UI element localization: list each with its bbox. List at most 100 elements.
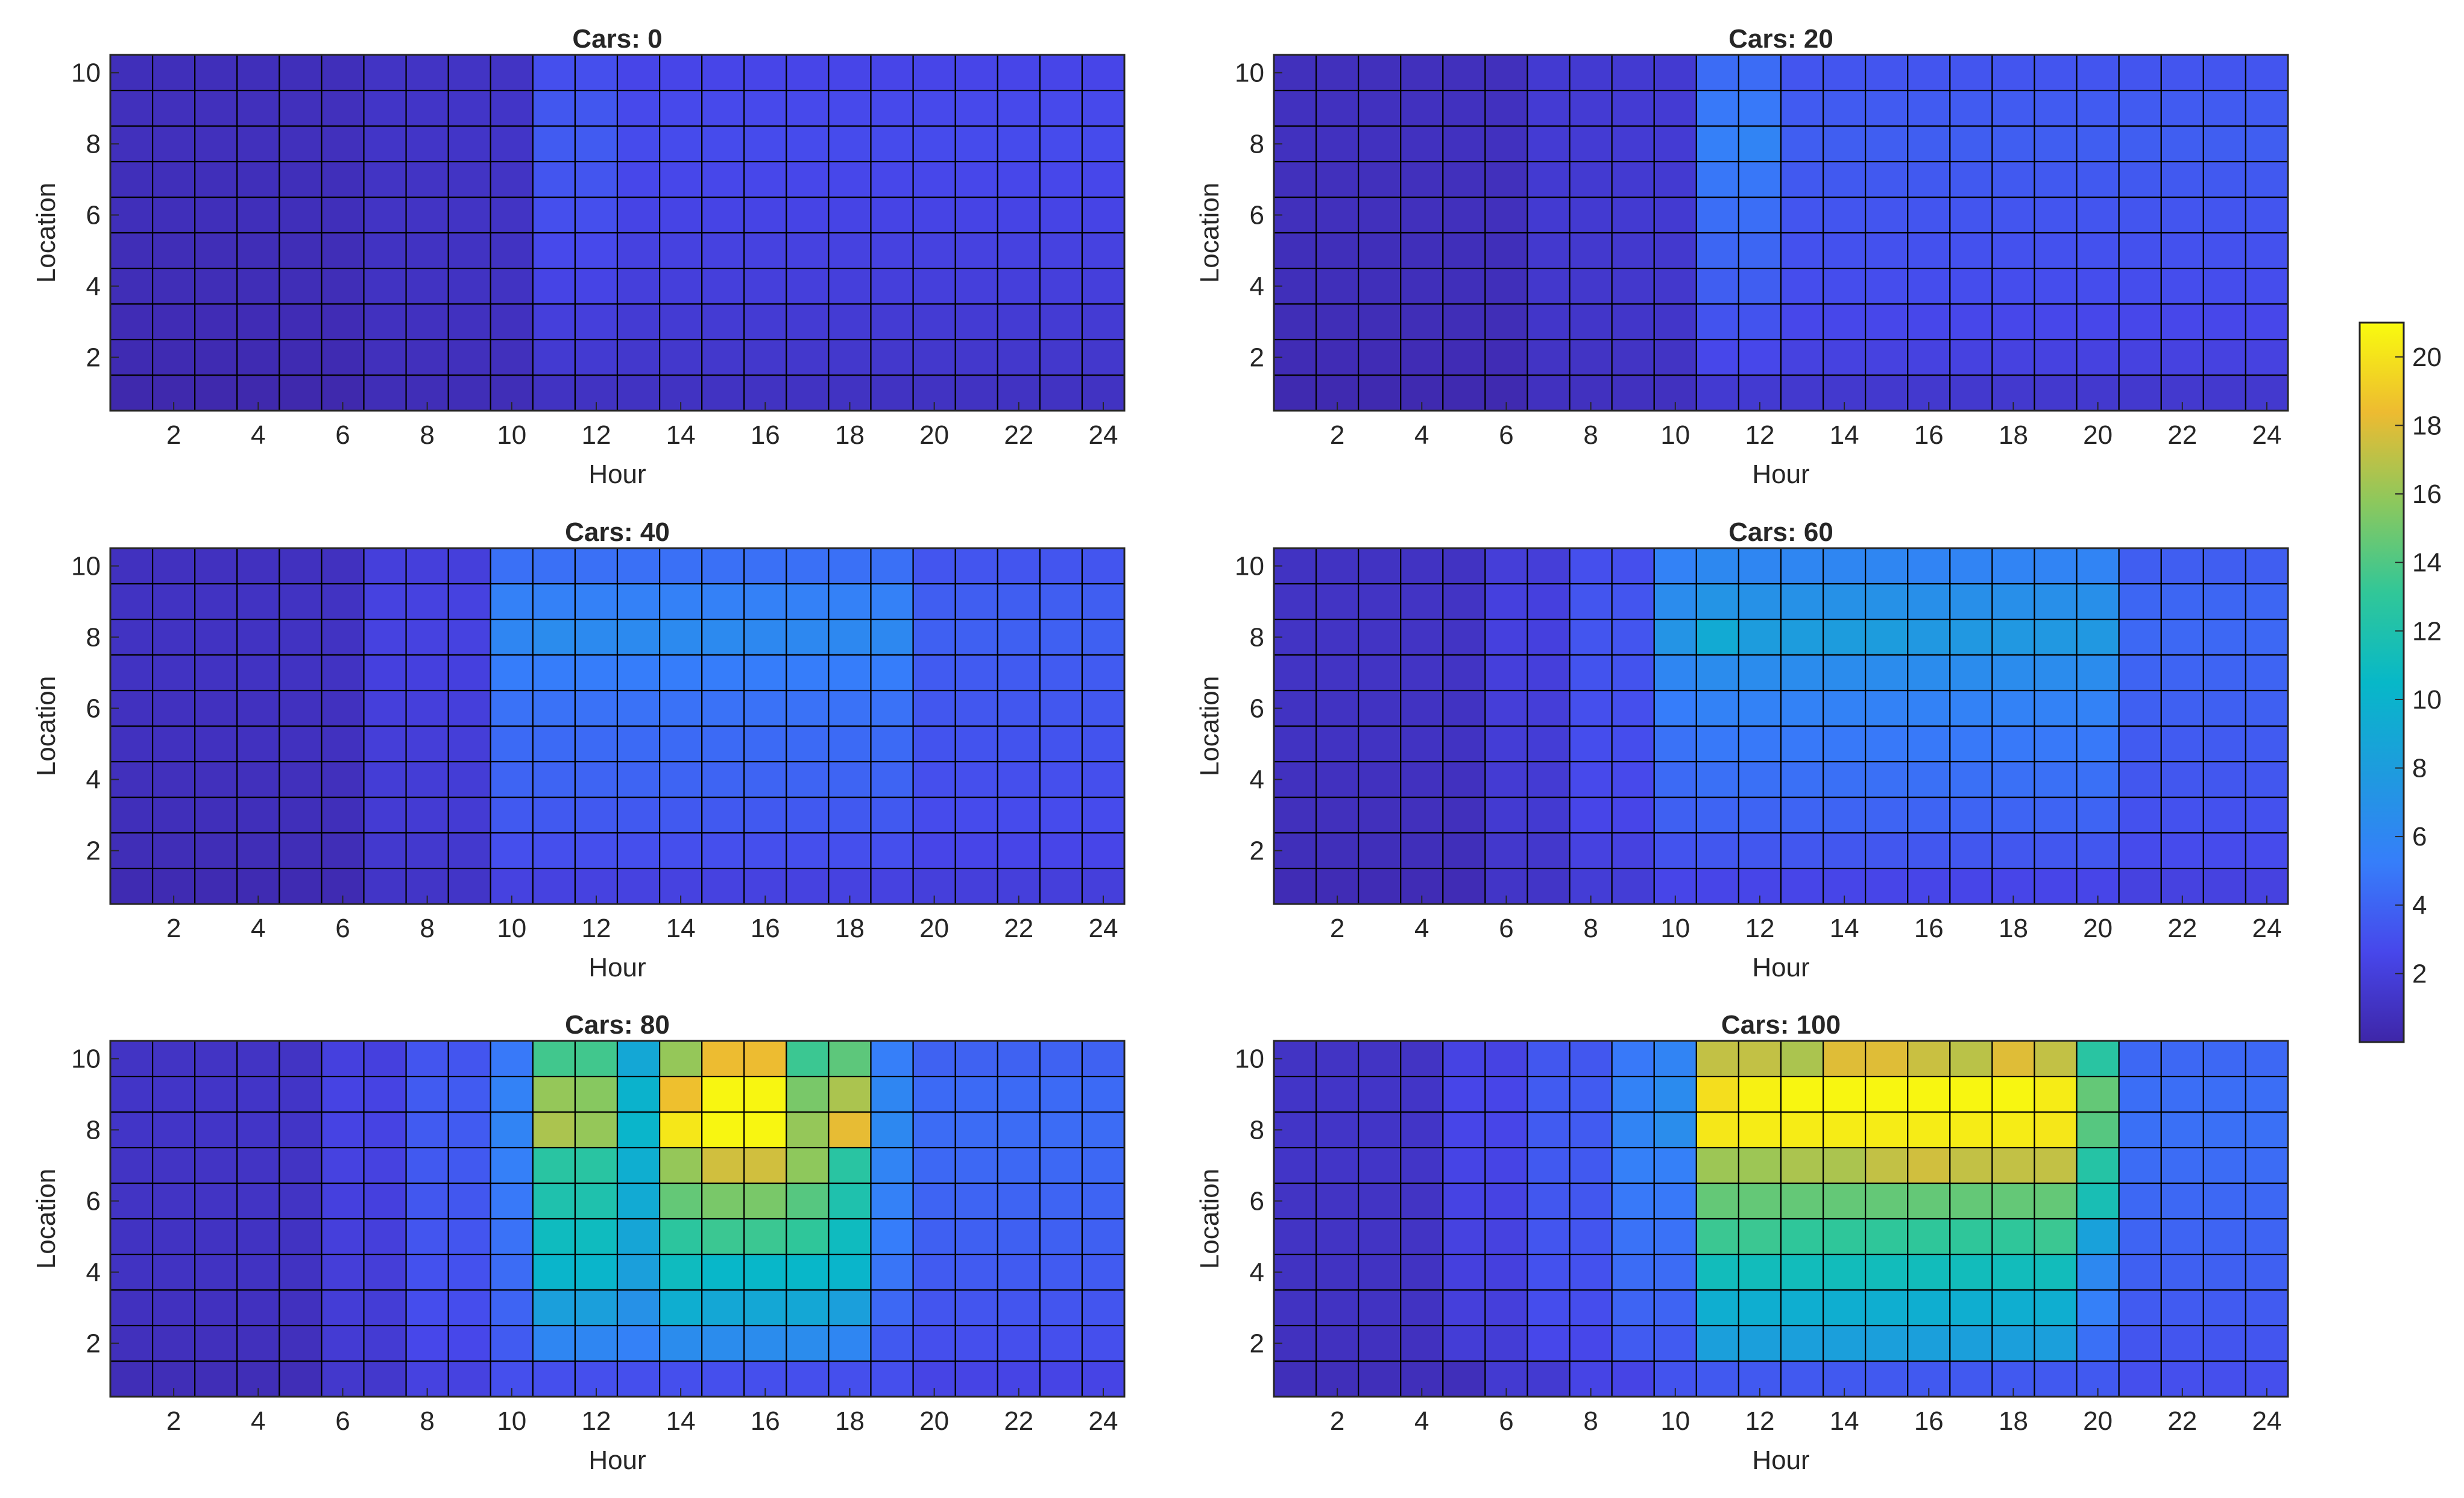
heatmap-cell bbox=[279, 160, 323, 198]
heatmap-cell bbox=[616, 583, 661, 621]
y-tick-label: 6 bbox=[86, 1187, 101, 1216]
heatmap-cell bbox=[743, 760, 787, 798]
heatmap-cell bbox=[954, 796, 998, 834]
heatmap-cell bbox=[1527, 1182, 1571, 1220]
heatmap-cell bbox=[1949, 1111, 1993, 1149]
colorbar-tick-label: 14 bbox=[2412, 548, 2442, 578]
heatmap-cell bbox=[1569, 303, 1613, 341]
heatmap-cell bbox=[1653, 547, 1697, 585]
heatmap-cell bbox=[2076, 1289, 2120, 1327]
heatmap-cell bbox=[2118, 89, 2162, 127]
plot-frame bbox=[109, 547, 1126, 905]
heatmap-cell bbox=[1907, 725, 1951, 763]
heatmap-cell bbox=[1039, 725, 1083, 763]
heatmap-cell bbox=[1780, 303, 1824, 341]
heatmap-cell bbox=[828, 583, 872, 621]
heatmap-cell bbox=[1611, 267, 1655, 305]
x-axis-label: Hour bbox=[1752, 460, 1809, 489]
heatmap-cell bbox=[701, 125, 745, 163]
heatmap-cell bbox=[616, 1146, 661, 1184]
y-axis-label: Location bbox=[31, 676, 61, 776]
heatmap-cell bbox=[363, 618, 407, 656]
heatmap-cell bbox=[1315, 547, 1360, 585]
x-axis-label: Hour bbox=[588, 953, 646, 982]
x-tick-label: 10 bbox=[1660, 914, 1690, 943]
heatmap-cell bbox=[109, 232, 154, 270]
heatmap-cell bbox=[786, 796, 830, 834]
heatmap-cell bbox=[1081, 1040, 1126, 1078]
heatmap-cell bbox=[1569, 125, 1613, 163]
y-tick-label: 8 bbox=[1250, 623, 1264, 653]
heatmap-cell bbox=[1484, 547, 1528, 585]
heatmap-cell bbox=[490, 160, 534, 198]
x-tick-label: 12 bbox=[1745, 420, 1774, 450]
heatmap-cell bbox=[1315, 1075, 1360, 1113]
x-tick-label: 8 bbox=[1583, 420, 1598, 450]
heatmap-cell bbox=[151, 1111, 196, 1149]
heatmap-cell bbox=[997, 583, 1041, 621]
heatmap-cell bbox=[1991, 303, 2035, 341]
heatmap-cell bbox=[1611, 867, 1655, 905]
x-tick-label: 8 bbox=[1583, 914, 1598, 943]
heatmap-cell bbox=[1949, 1146, 1993, 1184]
heatmap-cell bbox=[997, 1324, 1041, 1362]
heatmap-cell bbox=[1039, 867, 1083, 905]
heatmap-cell bbox=[1991, 338, 2035, 376]
heatmap-cell bbox=[1442, 196, 1486, 234]
heatmap-cell bbox=[1907, 1182, 1951, 1220]
heatmap-cell bbox=[786, 1360, 830, 1398]
heatmap-cell bbox=[1653, 1040, 1697, 1078]
heatmap-cell bbox=[236, 1324, 280, 1362]
heatmap-cell bbox=[447, 832, 491, 870]
heatmap-cell bbox=[279, 725, 323, 763]
heatmap-panel-1: Cars: 202 4 6 8 10 12 14 16 18 20 22 24246810HourLo… bbox=[1195, 24, 2289, 489]
heatmap-cell bbox=[828, 54, 872, 92]
heatmap-cell bbox=[1569, 1040, 1613, 1078]
heatmap-cell bbox=[616, 1075, 661, 1113]
heatmap-cell bbox=[151, 760, 196, 798]
heatmap-cell bbox=[1653, 1182, 1697, 1220]
heatmap-cell bbox=[912, 725, 956, 763]
heatmap-cell bbox=[1653, 160, 1697, 198]
heatmap-cell bbox=[2160, 796, 2204, 834]
heatmap-cell bbox=[1315, 1146, 1360, 1184]
heatmap-cell bbox=[997, 654, 1041, 692]
heatmap-cell bbox=[1949, 196, 1993, 234]
heatmap-cell bbox=[1527, 547, 1571, 585]
heatmap-cell bbox=[743, 196, 787, 234]
heatmap-cell bbox=[1738, 160, 1782, 198]
heatmap-cell bbox=[2245, 760, 2289, 798]
heatmap-cell bbox=[2160, 725, 2204, 763]
heatmap-cell bbox=[574, 1146, 619, 1184]
heatmap-cell bbox=[1865, 54, 1909, 92]
heatmap-cell bbox=[743, 89, 787, 127]
heatmap-cell bbox=[1400, 689, 1444, 727]
heatmap-cell bbox=[870, 338, 914, 376]
heatmap-cell bbox=[194, 796, 238, 834]
heatmap-cell bbox=[2245, 54, 2289, 92]
heatmap-cell bbox=[1273, 1146, 1317, 1184]
x-tick-label: 20 bbox=[919, 420, 949, 450]
heatmap-cell bbox=[658, 338, 703, 376]
heatmap-cell bbox=[1695, 760, 1740, 798]
heatmap-cell bbox=[1653, 832, 1697, 870]
heatmap-cell bbox=[1442, 125, 1486, 163]
heatmap-cell bbox=[2076, 125, 2120, 163]
heatmap-cell bbox=[1695, 89, 1740, 127]
heatmap-cell bbox=[2160, 689, 2204, 727]
heatmap-cell bbox=[321, 1040, 365, 1078]
heatmap-cell bbox=[1400, 583, 1444, 621]
heatmap-cell bbox=[954, 160, 998, 198]
y-tick-label: 4 bbox=[1250, 272, 1264, 302]
heatmap-cell bbox=[1273, 303, 1317, 341]
heatmap-cell bbox=[574, 89, 619, 127]
heatmap-cell bbox=[658, 796, 703, 834]
heatmap-cell bbox=[1081, 832, 1126, 870]
heatmap-cell bbox=[109, 160, 154, 198]
heatmap-cell bbox=[151, 689, 196, 727]
heatmap-cell bbox=[194, 760, 238, 798]
x-tick-label: 12 bbox=[581, 420, 611, 450]
heatmap-cell bbox=[279, 267, 323, 305]
heatmap-cell bbox=[1442, 1146, 1486, 1184]
colorbar-tick-label: 4 bbox=[2412, 891, 2427, 920]
